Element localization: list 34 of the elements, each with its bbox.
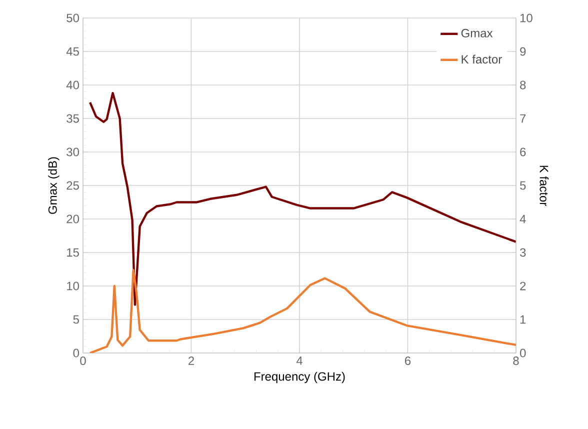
x-tick-label: 4 (296, 356, 302, 365)
y2-tick-label: 0 (520, 348, 526, 358)
y-tick-label: 35 (66, 114, 79, 123)
y-tick-label: 50 (66, 14, 80, 22)
legend-label: Gmax (461, 28, 493, 38)
y-tick-label: 0 (73, 348, 80, 358)
y-tick-label: 30 (66, 148, 80, 156)
x-tick-label: 6 (405, 356, 411, 366)
x-tick-label: 0 (80, 356, 86, 366)
y2-tick-label: 10 (520, 14, 532, 22)
y2-tick-label: 5 (520, 181, 526, 190)
y2-tick-label: 4 (520, 214, 526, 224)
y-tick-label: 40 (66, 80, 80, 90)
y-tick-label: 5 (73, 315, 79, 324)
line-series (88, 268, 516, 353)
x-tick-label: 2 (188, 356, 194, 365)
legend-label: K factor (462, 54, 502, 64)
y-axis-title: Gmax (dB) (48, 157, 60, 214)
y2-tick-label: 7 (520, 114, 526, 123)
line-series (88, 92, 516, 306)
y2-tick-label: 9 (520, 47, 526, 56)
y-tick-label: 45 (66, 47, 79, 56)
x-tick-label: 8 (513, 356, 519, 366)
y-tick-label: 20 (66, 214, 80, 224)
y2-tick-label: 2 (520, 282, 526, 290)
x-axis-title: Frequency (GHz) (254, 372, 345, 384)
y-tick-label: 15 (67, 248, 79, 257)
y2-tick-label: 8 (520, 80, 526, 90)
y2-axis-title: K factor (540, 166, 549, 206)
y2-tick-label: 6 (520, 148, 526, 156)
y2-tick-label: 3 (520, 248, 526, 257)
y2-tick-label: 1 (520, 315, 526, 324)
y-tick-label: 25 (66, 181, 79, 190)
y-tick-label: 10 (67, 282, 80, 290)
